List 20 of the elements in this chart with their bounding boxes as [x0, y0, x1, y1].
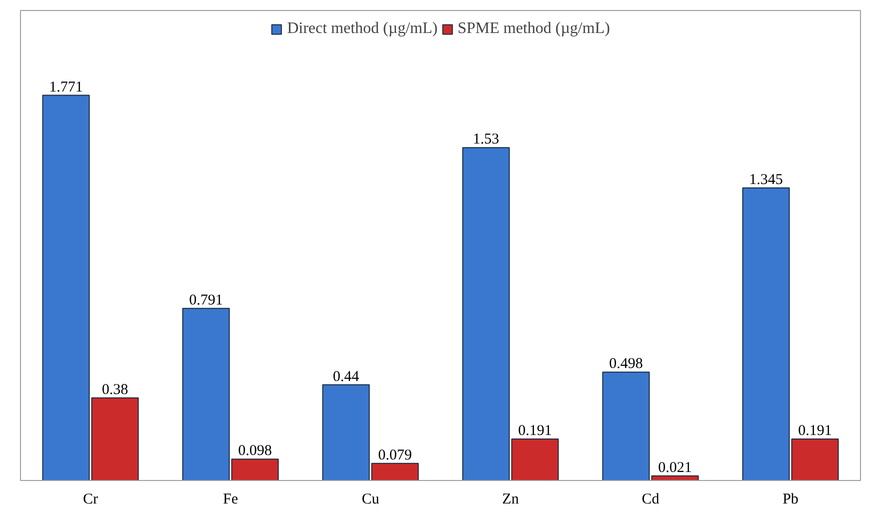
- legend-label: SPME method (µg/mL): [458, 20, 610, 38]
- data-label: 0.498: [609, 356, 643, 372]
- data-label: 0.021: [658, 460, 692, 476]
- data-label: 1.771: [49, 79, 83, 96]
- x-tick-label: Cd: [642, 492, 660, 508]
- data-label: 0.079: [378, 447, 412, 464]
- data-label: 0.791: [189, 292, 223, 308]
- data-label: 0.191: [518, 422, 552, 439]
- data-label: 0.44: [332, 368, 360, 385]
- x-tick-label: Cu: [362, 492, 380, 508]
- x-tick-label: Zn: [502, 492, 520, 508]
- x-tick-label: Fe: [223, 492, 238, 508]
- data-label: 1.345: [749, 172, 783, 188]
- legend-label: Direct method (µg/mL): [287, 20, 438, 38]
- data-label: 0.191: [798, 422, 832, 439]
- data-label: 0.098: [238, 443, 272, 460]
- x-tick-label: Cr: [83, 492, 98, 508]
- x-tick-label: Pb: [782, 492, 798, 508]
- data-label: 0.38: [102, 382, 128, 398]
- data-label: 1.53: [472, 132, 500, 148]
